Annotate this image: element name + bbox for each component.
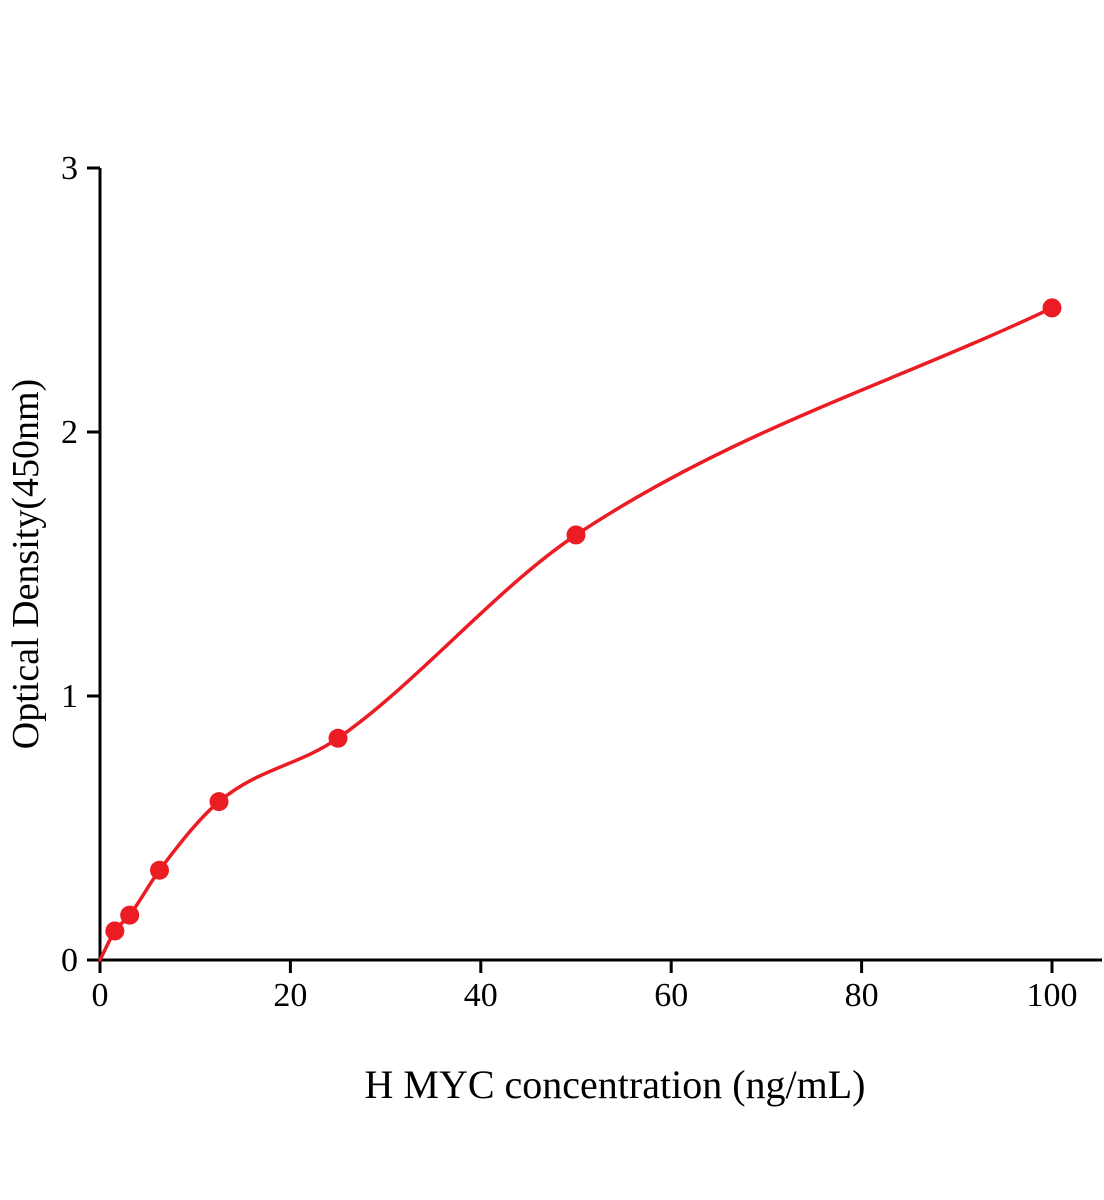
data-point	[566, 525, 586, 545]
y-axis-title: Optical Density(450nm)	[5, 379, 47, 749]
x-tick-label: 40	[464, 977, 498, 1014]
y-tick-label: 0	[61, 942, 78, 979]
x-tick-label: 60	[654, 977, 688, 1014]
x-tick-label: 20	[273, 977, 307, 1014]
fit-curve	[98, 306, 1054, 962]
y-tick-label: 3	[61, 150, 78, 187]
data-point	[120, 905, 140, 925]
x-axis-title: H MYC concentration (ng/mL)	[365, 1062, 866, 1107]
data-point	[105, 921, 125, 941]
data-point	[1042, 298, 1062, 318]
data-point	[209, 792, 229, 812]
plot-area: 0 20 40 60 80 100 0 1 2 3	[61, 150, 1102, 1014]
x-tick-label: 80	[845, 977, 879, 1014]
y-tick-label: 2	[61, 414, 78, 451]
data-point	[150, 860, 169, 880]
x-tick-label: 0	[92, 977, 109, 1014]
x-tick-label: 100	[1027, 977, 1078, 1014]
y-tick-label: 1	[61, 678, 78, 715]
data-point	[328, 728, 348, 748]
